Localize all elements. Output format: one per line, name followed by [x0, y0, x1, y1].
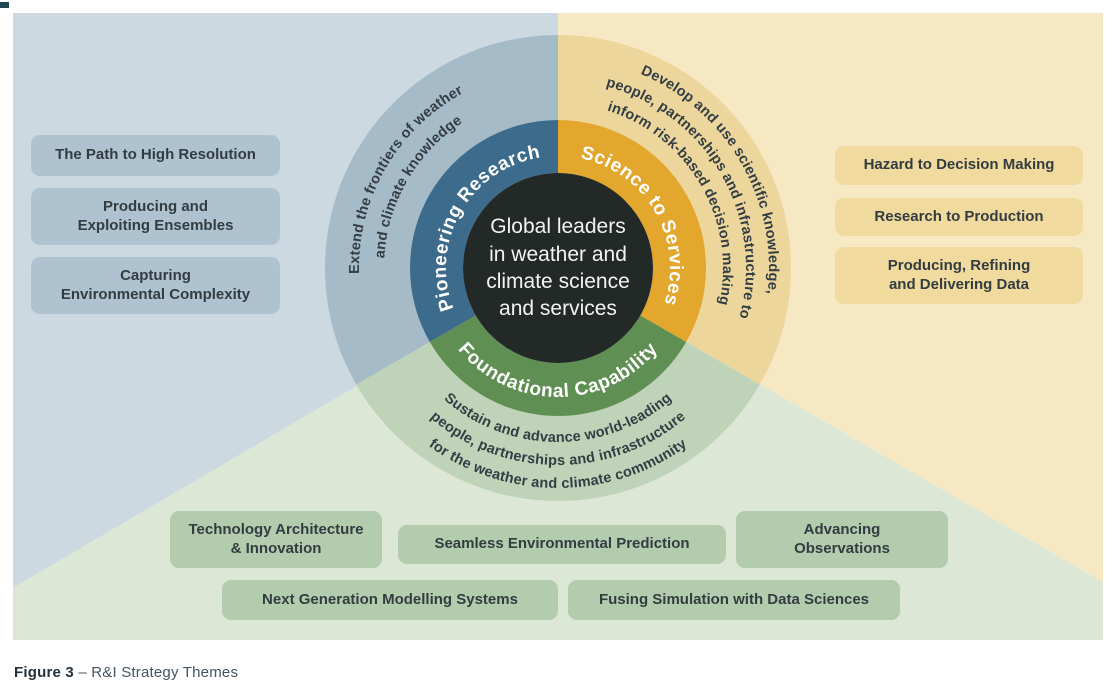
arc-science-to-services	[558, 119, 707, 342]
theme-box-advancing-observations: Advancing Observations	[736, 511, 948, 568]
center-statement: Global leaders in weather and climate sc…	[486, 215, 630, 321]
theme-box-capturing-environmental-complexity: Capturing Environmental Complexity	[31, 257, 280, 314]
theme-box-producing-refining-delivering-data: Producing, Refining and Delivering Data	[835, 247, 1083, 304]
theme-box-path-to-high-resolution: The Path to High Resolution	[31, 135, 280, 176]
arc-pioneering-research	[409, 119, 558, 342]
theme-box-research-to-production: Research to Production	[835, 198, 1083, 236]
figure-diagram: Extend the frontiers of weather and clim…	[0, 2, 1103, 640]
theme-box-hazard-to-decision-making: Hazard to Decision Making	[835, 146, 1083, 185]
theme-box-seamless-environmental-prediction: Seamless Environmental Prediction	[398, 525, 726, 564]
arc-foundational-capability	[429, 315, 687, 417]
outer-ring-foundational	[356, 342, 760, 502]
figure-caption: Figure 3 – R&I Strategy Themes	[14, 664, 238, 681]
figure-caption-text: – R&I Strategy Themes	[78, 664, 239, 681]
page-edge-artifact	[0, 2, 9, 8]
theme-box-producing-exploiting-ensembles: Producing and Exploiting Ensembles	[31, 188, 280, 245]
outer-ring-services	[558, 35, 792, 385]
theme-box-fusing-simulation-data-sciences: Fusing Simulation with Data Sciences	[568, 580, 900, 620]
outer-ring-pioneering	[324, 35, 558, 385]
theme-box-technology-architecture-innovation: Technology Architecture & Innovation	[170, 511, 382, 568]
theme-box-next-generation-modelling-systems: Next Generation Modelling Systems	[222, 580, 558, 620]
center-circle	[463, 173, 653, 363]
figure-caption-label: Figure 3	[14, 664, 74, 681]
